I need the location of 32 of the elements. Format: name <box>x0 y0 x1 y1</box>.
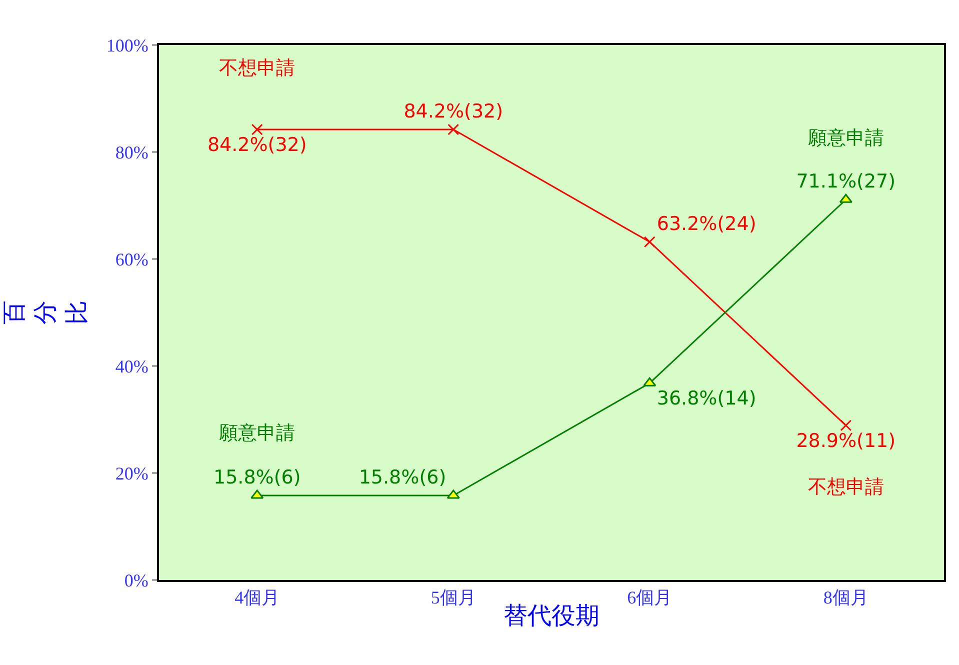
data-label: 28.9%(11) <box>796 430 896 452</box>
text: 不想申請 <box>219 57 295 79</box>
y-tick-label: 60% <box>115 249 148 270</box>
data-label: 63.2%(24) <box>656 212 756 235</box>
text: 願意申請 <box>219 422 295 444</box>
data-label: 84.2%(32) <box>207 134 307 156</box>
x-tick-label: 8個月 <box>823 588 868 608</box>
data-label: 84.2%(32) <box>404 100 504 123</box>
data-label: 15.8%(6) <box>358 466 446 488</box>
y-tick-label: 20% <box>115 463 148 484</box>
point <box>643 377 656 386</box>
text: 願意申請 <box>808 127 884 149</box>
data-label: 71.1%(27) <box>796 170 896 193</box>
point <box>446 490 460 499</box>
y-tick-label: 100% <box>106 35 148 56</box>
x-tick-label: 6個月 <box>627 588 672 608</box>
x-tick-label: 5個月 <box>430 588 476 608</box>
point <box>839 194 852 203</box>
data-label: 36.8%(14) <box>656 388 756 410</box>
point <box>644 236 656 248</box>
point <box>840 420 852 432</box>
point <box>250 490 264 499</box>
y-axis-title: 百分比 <box>0 300 90 324</box>
point <box>251 124 263 136</box>
text: 不想申請 <box>808 476 884 498</box>
y-tick-label: 80% <box>115 142 148 162</box>
x-tick-label: 4個月 <box>234 588 280 608</box>
x-axis-title: 替代役期 <box>504 601 600 630</box>
point <box>448 124 460 136</box>
data-label: 15.8%(6) <box>213 466 301 488</box>
y-tick-label: 40% <box>115 356 148 376</box>
y-tick-label: 0% <box>124 570 148 590</box>
